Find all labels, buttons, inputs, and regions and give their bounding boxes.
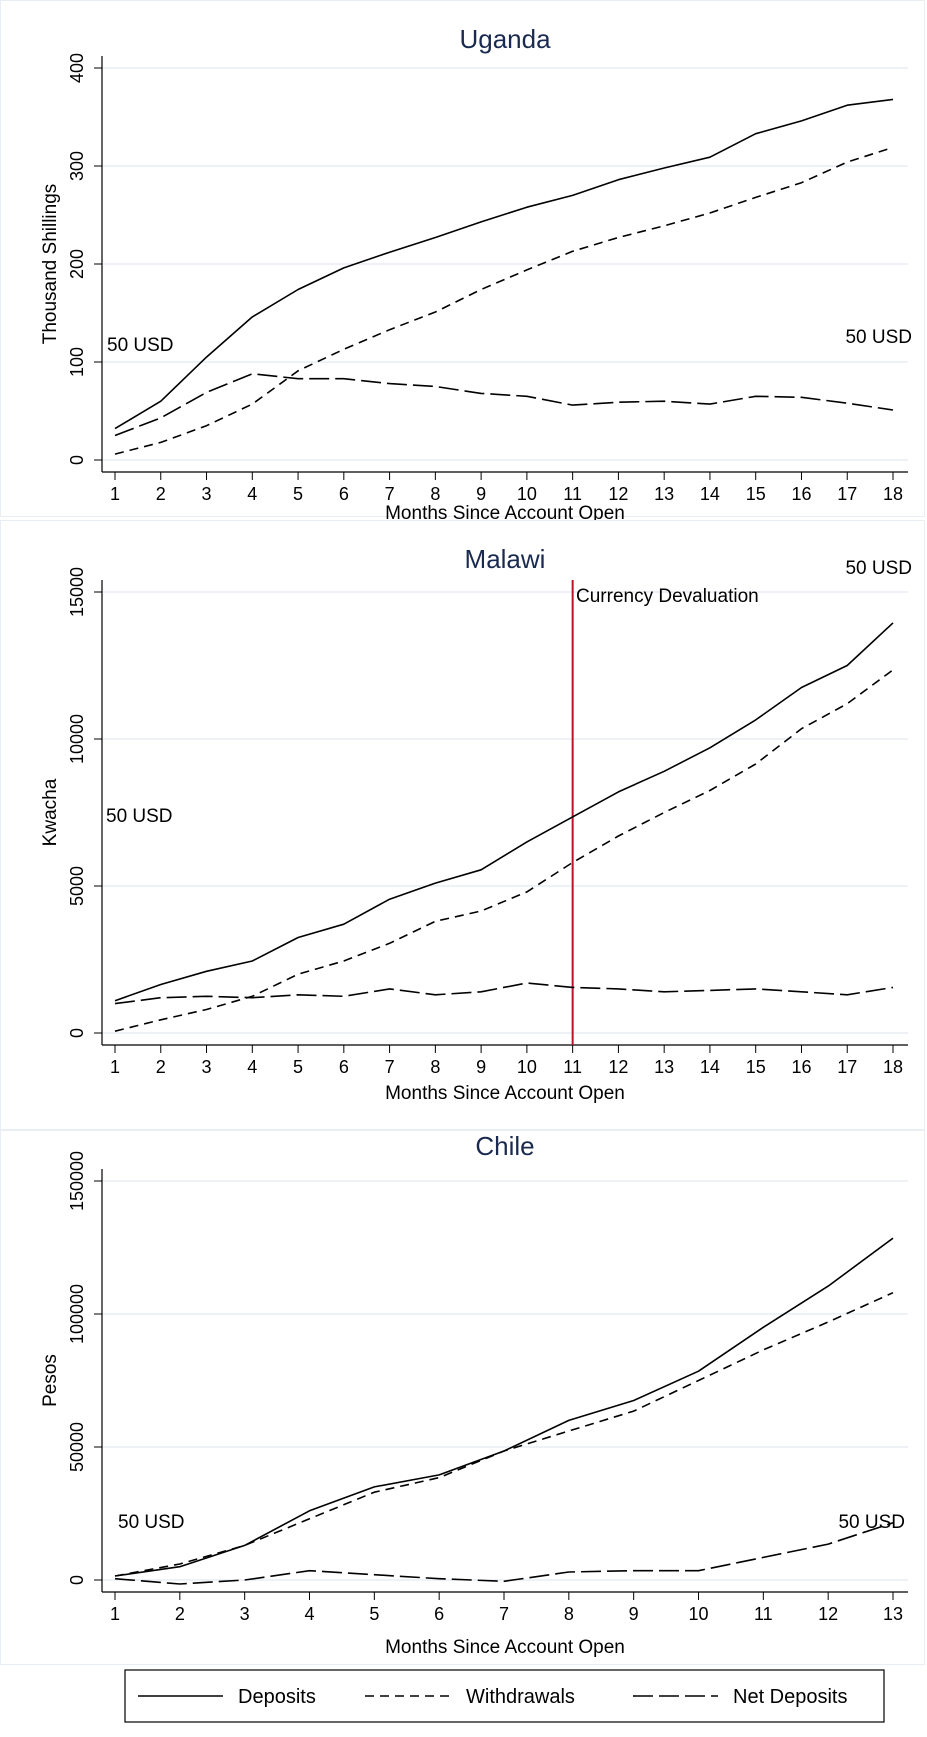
chile-x-axis-label: Months Since Account Open: [385, 1637, 625, 1658]
chile-series-net-deposits: [114, 1522, 894, 1585]
uganda-xtick-label: 3: [202, 484, 212, 504]
uganda-xtick-label: 14: [700, 484, 720, 504]
uganda-xtick-label: 13: [654, 484, 674, 504]
chile-xtick-label: 7: [499, 1604, 509, 1624]
chile-xtick-label: 11: [754, 1604, 773, 1624]
chile-xtick-label: 10: [688, 1604, 708, 1624]
malawi-xtick-label: 10: [517, 1057, 537, 1077]
malawi-xtick-label: 4: [247, 1057, 257, 1077]
malawi-frame: [0, 520, 925, 1130]
uganda-xtick-label: 17: [837, 484, 857, 504]
malawi-y-axis-label: Kwacha: [40, 778, 61, 846]
uganda-series-withdrawals: [114, 146, 894, 455]
uganda-ytick-label: 0: [67, 455, 87, 465]
uganda-xtick-label: 11: [563, 484, 582, 504]
uganda-annotation: 50 USD: [107, 335, 174, 356]
legend: Deposits Withdrawals Net Deposits: [124, 1669, 885, 1723]
chile-xtick-label: 1: [110, 1604, 120, 1624]
malawi-xtick-label: 7: [385, 1057, 395, 1077]
malawi-xtick-label: 6: [339, 1057, 349, 1077]
malawi-xtick-label: 14: [700, 1057, 720, 1077]
uganda-series-deposits: [114, 98, 894, 430]
uganda-frame: [0, 0, 925, 517]
legend-label-deposits: Deposits: [238, 1686, 316, 1708]
malawi-xtick-label: 12: [608, 1057, 628, 1077]
malawi-xtick-label: 13: [654, 1057, 674, 1077]
malawi-ytick-label: 5000: [67, 866, 87, 906]
malawi-x-axis-label: Months Since Account Open: [385, 1083, 625, 1104]
chile-xtick-label: 5: [369, 1604, 379, 1624]
chile-xtick-label: 13: [883, 1604, 903, 1624]
chile-series-withdrawals: [114, 1291, 894, 1577]
malawi-series-net-deposits: [114, 982, 894, 1005]
chile-ytick-label: 0: [67, 1575, 87, 1585]
chile-xtick-label: 4: [304, 1604, 314, 1624]
chile-y-axis-label: Pesos: [40, 1354, 61, 1407]
uganda-title: Uganda: [459, 24, 551, 54]
chile-annotation: 50 USD: [838, 1512, 905, 1533]
uganda-xtick-label: 12: [608, 484, 628, 504]
uganda-xtick-label: 18: [883, 484, 903, 504]
malawi-xtick-label: 2: [156, 1057, 166, 1077]
chile-title: Chile: [475, 1131, 534, 1161]
uganda-annotation: 50 USD: [845, 327, 912, 348]
uganda-y-axis-label: Thousand Shillings: [40, 184, 61, 345]
malawi-series-deposits: [114, 622, 894, 1002]
chile-xtick-label: 9: [629, 1604, 639, 1624]
uganda-xtick-label: 15: [746, 484, 766, 504]
malawi-xtick-label: 8: [430, 1057, 440, 1077]
chile-ytick-label: 150000: [67, 1151, 87, 1211]
chile-xtick-label: 6: [434, 1604, 444, 1624]
malawi-xtick-label: 9: [476, 1057, 486, 1077]
chile-ytick-label: 50000: [67, 1422, 87, 1472]
malawi-xtick-label: 18: [883, 1057, 903, 1077]
chile-xtick-label: 12: [818, 1604, 838, 1624]
legend-label-withdrawals: Withdrawals: [466, 1686, 575, 1708]
uganda-xtick-label: 8: [430, 484, 440, 504]
malawi-xtick-label: 16: [791, 1057, 811, 1077]
malawi-ytick-label: 15000: [67, 567, 87, 617]
uganda-xtick-label: 5: [293, 484, 303, 504]
malawi-series-withdrawals: [114, 669, 894, 1032]
uganda-xtick-label: 2: [156, 484, 166, 504]
malawi-xtick-label: 15: [746, 1057, 766, 1077]
malawi-annotation: 50 USD: [845, 558, 912, 579]
uganda-xtick-label: 1: [110, 484, 120, 504]
malawi-title: Malawi: [465, 544, 546, 574]
chile-xtick-label: 2: [175, 1604, 185, 1624]
chile-annotation: 50 USD: [118, 1512, 185, 1533]
chile-frame: [0, 1130, 925, 1665]
uganda-ytick-label: 100: [67, 347, 87, 377]
uganda-x-axis-label: Months Since Account Open: [385, 503, 625, 524]
malawi-xtick-label: 17: [837, 1057, 857, 1077]
malawi-annotation: 50 USD: [106, 806, 173, 827]
legend-label-net-deposits: Net Deposits: [733, 1686, 848, 1708]
uganda-ytick-label: 300: [67, 151, 87, 181]
uganda-series-net-deposits: [114, 372, 894, 437]
chile-ytick-label: 100000: [67, 1284, 87, 1344]
uganda-xtick-label: 7: [385, 484, 395, 504]
malawi-devaluation-label: Currency Devaluation: [576, 586, 759, 607]
uganda-ytick-label: 400: [67, 53, 87, 83]
uganda-xtick-label: 6: [339, 484, 349, 504]
uganda-xtick-label: 10: [517, 484, 537, 504]
malawi-ytick-label: 0: [67, 1028, 87, 1038]
uganda-xtick-label: 9: [476, 484, 486, 504]
chile-xtick-label: 8: [564, 1604, 574, 1624]
uganda-ytick-label: 200: [67, 249, 87, 279]
uganda-xtick-label: 4: [247, 484, 257, 504]
malawi-xtick-label: 11: [563, 1057, 582, 1077]
uganda-xtick-label: 16: [791, 484, 811, 504]
malawi-xtick-label: 5: [293, 1057, 303, 1077]
malawi-xtick-label: 1: [110, 1057, 120, 1077]
chile-xtick-label: 3: [240, 1604, 250, 1624]
malawi-ytick-label: 10000: [67, 714, 87, 764]
malawi-xtick-label: 3: [202, 1057, 212, 1077]
